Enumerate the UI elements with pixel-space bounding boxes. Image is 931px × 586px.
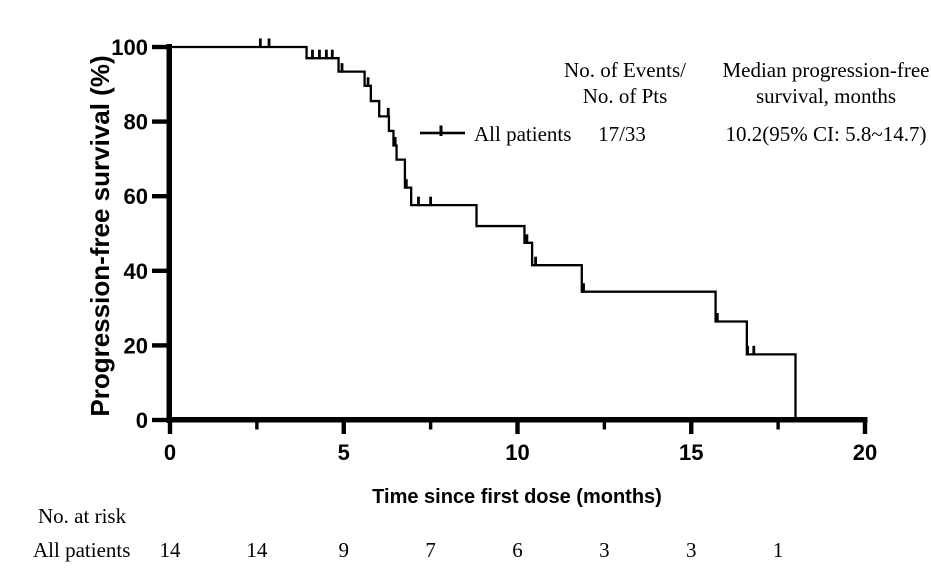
risk-count-value: 9 <box>338 538 350 562</box>
legend-series-label: All patients <box>474 122 572 146</box>
legend-header-events-line1: No. of Events/ <box>564 58 686 82</box>
y-axis-tick <box>152 343 167 348</box>
x-axis-tick-label: 0 <box>164 440 176 465</box>
risk-count-value: 6 <box>512 538 523 562</box>
censor-tick <box>340 63 344 73</box>
risk-table-title: No. at risk <box>38 504 127 528</box>
risk-count-value: 7 <box>425 538 436 562</box>
risk-count-value: 14 <box>246 538 268 562</box>
legend-events-value: 17/33 <box>598 122 646 146</box>
x-axis-major-tick <box>689 421 694 434</box>
censor-tick <box>267 38 271 48</box>
x-axis-line <box>166 417 868 423</box>
risk-count-value: 3 <box>686 538 697 562</box>
censor-tick <box>324 49 328 60</box>
y-axis-tick-label: 0 <box>136 408 148 433</box>
censor-tick <box>534 256 537 267</box>
y-axis-tick-label: 80 <box>124 110 148 135</box>
risk-count-value: 1 <box>772 538 784 562</box>
y-axis-tick <box>152 417 167 423</box>
x-axis-minor-tick <box>428 421 433 430</box>
x-axis-minor-tick <box>602 421 607 430</box>
x-axis-major-tick <box>862 421 868 434</box>
y-axis-tick-label: 100 <box>111 35 148 60</box>
x-axis-major-tick <box>341 421 346 434</box>
x-axis-major-tick <box>515 421 520 434</box>
y-axis-tick <box>152 268 167 273</box>
legend-header-median-line2: survival, months <box>756 84 896 108</box>
y-axis-title: Progression-free survival (%) <box>85 55 115 417</box>
x-axis-tick-label: 20 <box>853 440 877 465</box>
y-axis-tick-label: 20 <box>124 333 148 358</box>
y-axis-tick-label: 40 <box>124 259 148 284</box>
censor-tick <box>318 49 321 60</box>
censor-tick <box>525 234 529 244</box>
x-axis-minor-tick <box>776 421 780 430</box>
legend-header-events-line2: No. of Pts <box>582 84 668 108</box>
censor-tick <box>746 345 749 356</box>
censor-tick <box>715 313 719 323</box>
risk-count-value: 14 <box>159 538 181 562</box>
censor-tick <box>752 345 756 356</box>
censor-tick <box>429 196 433 207</box>
y-axis-tick <box>152 44 167 50</box>
km-curve <box>170 45 797 420</box>
x-axis-minor-tick <box>255 421 259 430</box>
censor-tick <box>404 179 408 189</box>
y-axis-tick <box>152 119 167 124</box>
y-axis-tick <box>152 194 167 199</box>
y-axis-line <box>166 44 172 423</box>
censor-tick <box>330 49 334 60</box>
x-axis-major-tick <box>167 421 173 434</box>
censor-tick <box>366 77 370 87</box>
legend-header-median-line1: Median progression-free <box>722 58 930 82</box>
x-axis-tick-label: 5 <box>338 440 350 465</box>
censor-tick <box>582 283 585 293</box>
censor-tick <box>393 136 397 147</box>
x-axis-title: Time since first dose (months) <box>372 486 662 508</box>
censor-tick <box>258 38 262 48</box>
risk-count-value: 3 <box>599 538 610 562</box>
x-axis-tick-label: 15 <box>679 440 703 465</box>
censor-tick <box>417 196 420 207</box>
y-axis-tick-label: 60 <box>124 184 148 209</box>
legend-symbol-censor-tick <box>439 125 443 136</box>
legend-median-value: 10.2(95% CI: 5.8~14.7) <box>725 122 927 146</box>
censor-tick <box>311 49 314 60</box>
x-axis-tick-label: 10 <box>505 440 529 465</box>
censor-tick <box>386 107 390 118</box>
risk-row-label: All patients <box>33 538 131 562</box>
